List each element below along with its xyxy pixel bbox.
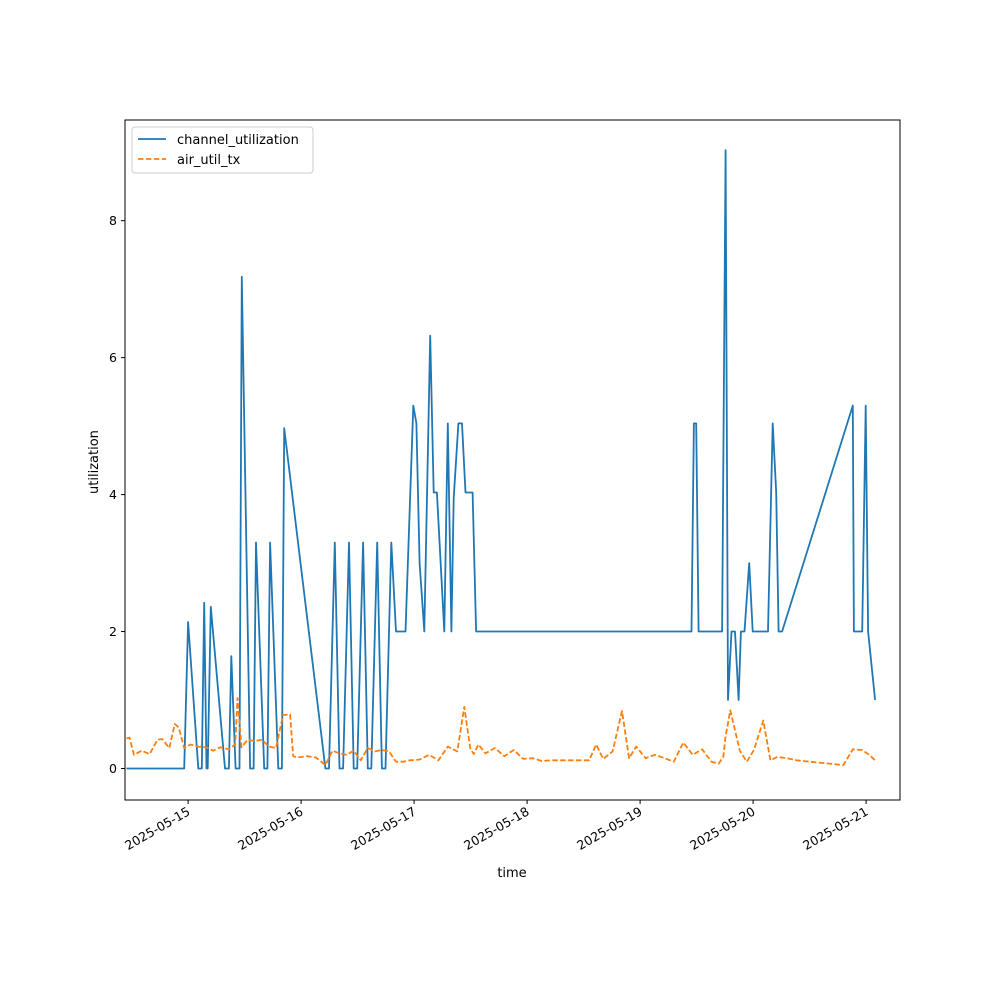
legend: channel_utilization air_util_tx bbox=[131, 126, 314, 174]
y-tick-label: 4 bbox=[109, 487, 117, 502]
y-tick-label: 2 bbox=[109, 624, 117, 639]
series-layer bbox=[126, 149, 876, 770]
x-axis-label: time bbox=[497, 866, 526, 881]
legend-box bbox=[131, 126, 314, 174]
y-tick-label: 6 bbox=[109, 350, 117, 365]
y-axis: 0 2 4 6 8 bbox=[109, 213, 125, 776]
y-axis-label: utilization bbox=[87, 430, 102, 494]
legend-label-air-util-tx: air_util_tx bbox=[177, 153, 241, 168]
series-line-channel-utilization bbox=[126, 149, 876, 770]
y-tick-label: 0 bbox=[109, 761, 117, 776]
series-line-air-util-tx bbox=[126, 697, 876, 766]
y-tick-label: 8 bbox=[109, 213, 117, 228]
legend-label-channel-utilization: channel_utilization bbox=[177, 133, 299, 148]
plot-frame bbox=[124, 119, 901, 801]
